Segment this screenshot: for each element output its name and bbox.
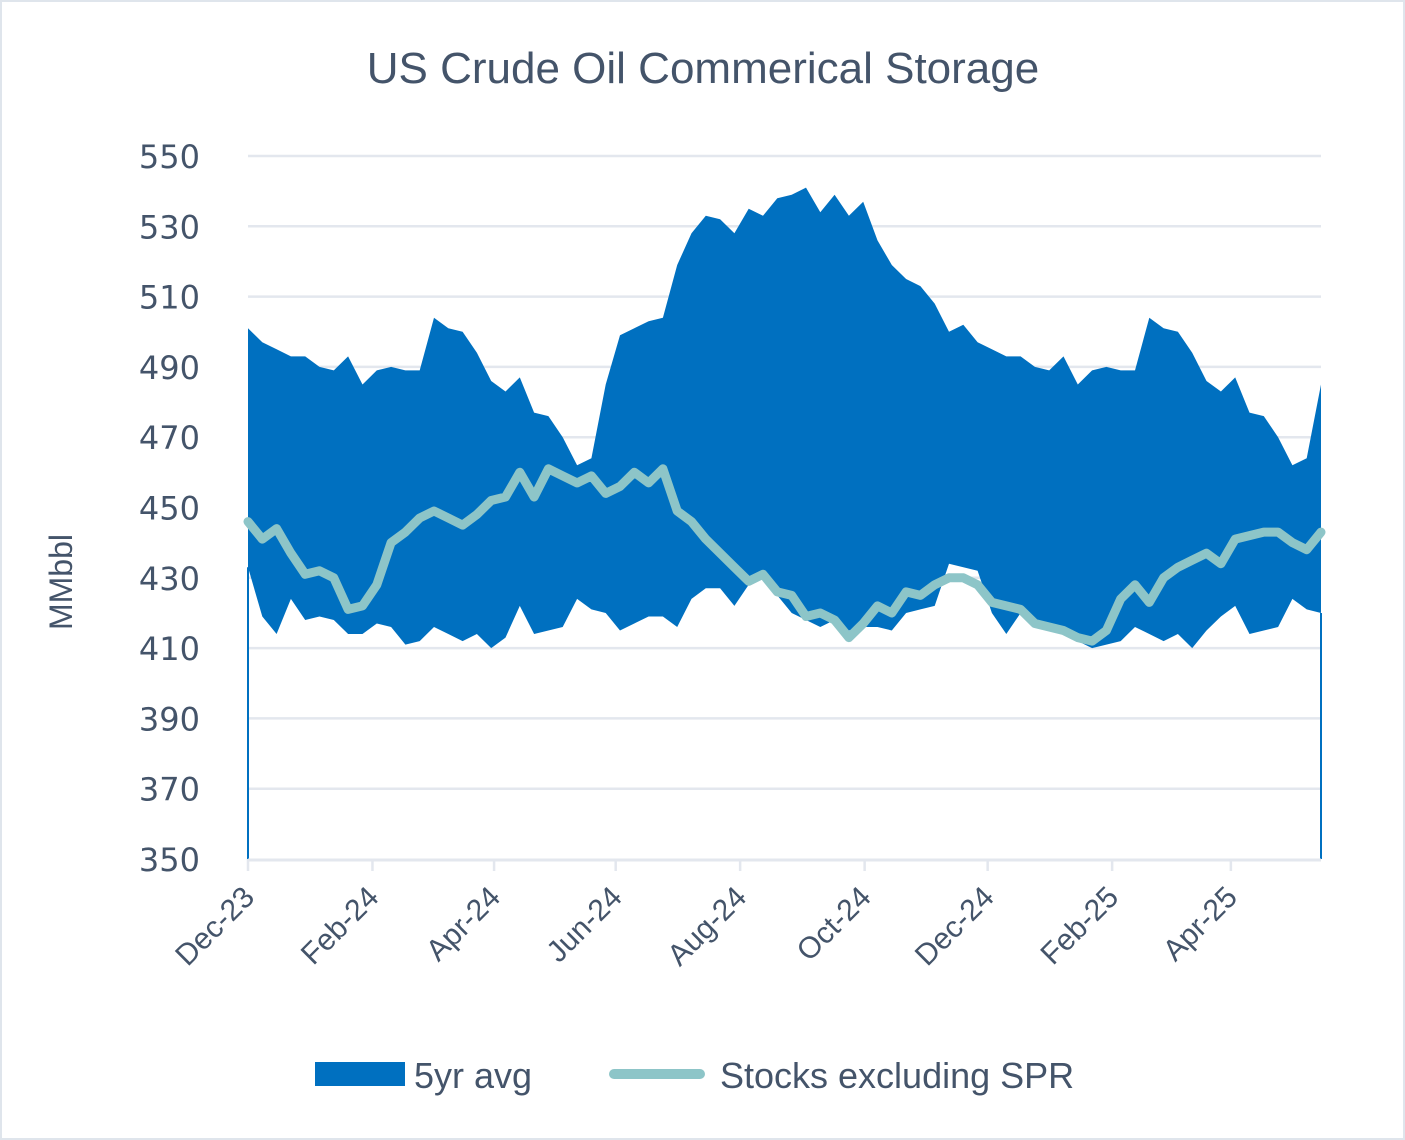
y-tick-label: 410	[139, 630, 200, 668]
y-tick-label: 350	[139, 841, 200, 879]
chart-title: US Crude Oil Commerical Storage	[367, 44, 1039, 93]
y-tick-label: 490	[139, 349, 200, 387]
x-axis: Dec-23 Feb-24 Apr-24 Jun-24 Aug-24 Oct-24 Dec-…	[169, 858, 1321, 973]
y-tick-label: 510	[139, 279, 200, 317]
x-tick-label: Aug-24	[661, 881, 753, 973]
legend-swatch-5yr-avg	[315, 1062, 405, 1086]
y-tick-label: 430	[139, 560, 200, 598]
y-tick-label: 450	[139, 490, 200, 528]
x-tick-label: Apr-25	[1157, 881, 1244, 968]
x-tick-label: Jun-24	[540, 881, 628, 969]
y-tick-label: 530	[139, 208, 200, 246]
x-tick-label: Dec-24	[909, 881, 1001, 973]
x-tick-label: Oct-24	[791, 881, 878, 968]
band-area-5yr-avg	[248, 187, 1321, 649]
x-tick-label: Apr-24	[420, 881, 507, 968]
x-tick-label: Feb-24	[295, 881, 386, 972]
legend: 5yr avg Stocks excluding SPR	[315, 1055, 1074, 1096]
series-layer	[243, 187, 1326, 859]
y-axis-ticks: 550 530 510 490 470 450 430 410 390 370 350	[139, 138, 200, 879]
legend-label-stocks: Stocks excluding SPR	[720, 1055, 1074, 1096]
x-tick-label: Dec-23	[169, 881, 261, 973]
y-tick-label: 370	[139, 771, 200, 809]
legend-label-5yr-avg: 5yr avg	[414, 1055, 532, 1096]
line-stocks-excluding-spr	[243, 464, 1326, 646]
y-tick-label: 390	[139, 700, 200, 738]
y-tick-label: 550	[139, 138, 200, 176]
y-tick-label: 470	[139, 419, 200, 457]
y-axis-label: MMbbl	[43, 534, 79, 630]
x-tick-label: Feb-25	[1035, 881, 1126, 972]
